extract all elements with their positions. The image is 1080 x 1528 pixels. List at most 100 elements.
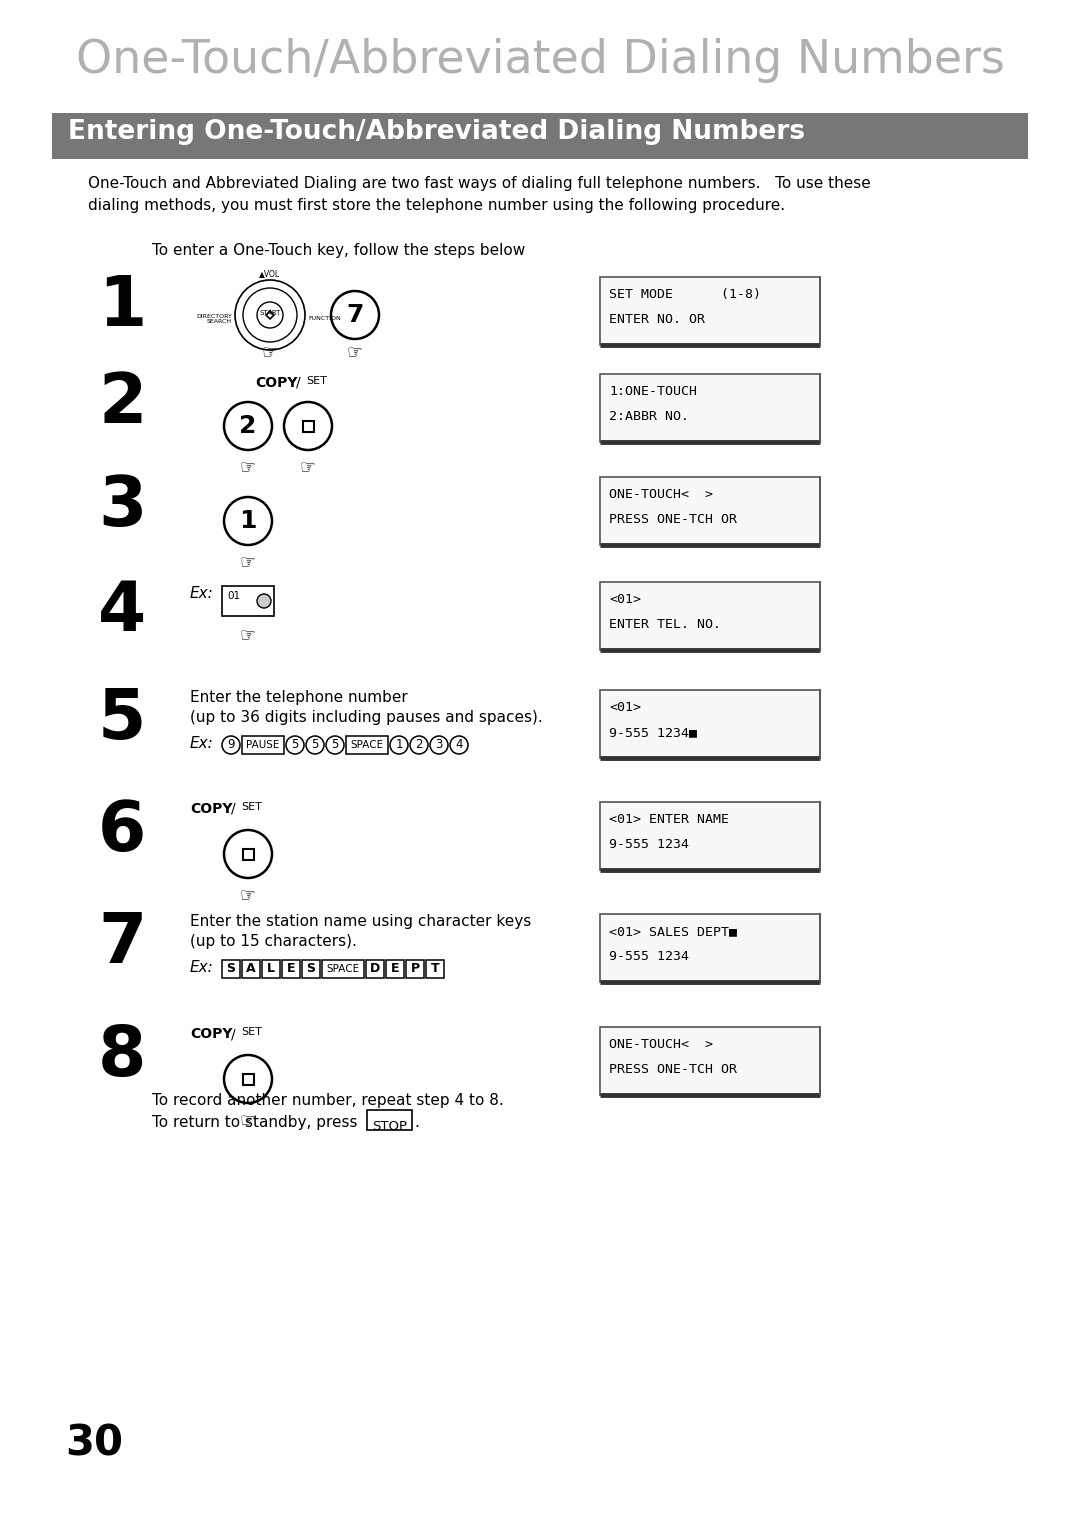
- Bar: [600, 914, 820, 983]
- Text: SPACE: SPACE: [350, 740, 383, 750]
- Text: <01> ENTER NAME: <01> ENTER NAME: [609, 813, 729, 827]
- Bar: [406, 960, 424, 978]
- Text: START: START: [259, 310, 281, 316]
- Text: /: /: [231, 802, 235, 816]
- Text: One-Touch/Abbreviated Dialing Numbers: One-Touch/Abbreviated Dialing Numbers: [76, 38, 1004, 83]
- Text: 5: 5: [98, 686, 147, 753]
- Text: ONE-TOUCH<  >: ONE-TOUCH< >: [609, 487, 713, 501]
- Text: 9-555 1234: 9-555 1234: [609, 837, 689, 851]
- Text: PRESS ONE-TCH OR: PRESS ONE-TCH OR: [609, 1063, 737, 1076]
- Text: 5: 5: [311, 738, 319, 752]
- Bar: [366, 960, 384, 978]
- Text: PRESS ONE-TCH OR: PRESS ONE-TCH OR: [609, 513, 737, 526]
- Text: 5: 5: [292, 738, 299, 752]
- Bar: [600, 802, 820, 869]
- Text: dialing methods, you must first store the telephone number using the following p: dialing methods, you must first store th…: [87, 199, 785, 212]
- Text: 2:ABBR NO.: 2:ABBR NO.: [609, 410, 689, 423]
- Text: (up to 36 digits including pauses and spaces).: (up to 36 digits including pauses and sp…: [190, 711, 543, 724]
- Bar: [222, 960, 240, 978]
- Text: (up to 15 characters).: (up to 15 characters).: [190, 934, 356, 949]
- Text: SET: SET: [241, 802, 261, 811]
- Text: 1:ONE-TOUCH: 1:ONE-TOUCH: [609, 385, 697, 397]
- Text: D: D: [369, 963, 380, 975]
- Text: 9: 9: [227, 738, 234, 752]
- Text: Ex:: Ex:: [190, 587, 214, 601]
- Text: /: /: [296, 376, 300, 390]
- Text: To record another number, repeat step 4 to 8.: To record another number, repeat step 4 …: [152, 1093, 503, 1108]
- Text: One-Touch and Abbreviated Dialing are two fast ways of dialing full telephone nu: One-Touch and Abbreviated Dialing are tw…: [87, 176, 870, 191]
- Text: ONE-TOUCH<  >: ONE-TOUCH< >: [609, 1038, 713, 1051]
- Bar: [262, 960, 280, 978]
- Text: 3: 3: [98, 474, 147, 539]
- Text: E: E: [391, 963, 400, 975]
- Text: ENTER TEL. NO.: ENTER TEL. NO.: [609, 617, 721, 631]
- Text: 9-555 1234■: 9-555 1234■: [609, 726, 697, 740]
- Text: SET MODE      (1-8): SET MODE (1-8): [609, 287, 761, 301]
- Text: ▲VOL: ▲VOL: [259, 269, 281, 278]
- Text: <01>: <01>: [609, 701, 642, 714]
- Text: SET: SET: [306, 376, 327, 387]
- Text: To return to standby, press: To return to standby, press: [152, 1115, 363, 1131]
- Text: ☞: ☞: [300, 458, 316, 477]
- Bar: [322, 960, 364, 978]
- Text: PAUSE: PAUSE: [246, 740, 280, 750]
- Text: .: .: [414, 1115, 419, 1131]
- Text: STOP: STOP: [372, 1120, 407, 1132]
- Text: COPY: COPY: [255, 376, 297, 390]
- Bar: [600, 582, 820, 649]
- Bar: [600, 477, 820, 545]
- Text: 4: 4: [98, 578, 146, 645]
- Text: Entering One-Touch/Abbreviated Dialing Numbers: Entering One-Touch/Abbreviated Dialing N…: [68, 119, 805, 145]
- Text: DIRECTORY
SEARCH: DIRECTORY SEARCH: [197, 313, 232, 324]
- Text: 2: 2: [240, 414, 257, 439]
- Bar: [386, 960, 404, 978]
- Text: 2: 2: [98, 370, 147, 437]
- Text: P: P: [410, 963, 419, 975]
- Text: Enter the telephone number: Enter the telephone number: [190, 691, 408, 704]
- Text: <01> SALES DEPT■: <01> SALES DEPT■: [609, 924, 737, 938]
- Bar: [367, 1109, 411, 1131]
- Bar: [600, 277, 820, 345]
- Text: ☞: ☞: [240, 553, 256, 571]
- Text: 1: 1: [98, 274, 146, 341]
- Text: 30: 30: [65, 1423, 123, 1465]
- Text: T: T: [431, 963, 440, 975]
- Circle shape: [257, 594, 271, 608]
- Text: ☞: ☞: [262, 342, 278, 361]
- Bar: [302, 960, 320, 978]
- Text: Ex:: Ex:: [190, 960, 214, 975]
- Bar: [52, 113, 1028, 159]
- Bar: [242, 736, 284, 753]
- Text: FUNCTION: FUNCTION: [308, 316, 341, 321]
- Bar: [600, 1027, 820, 1096]
- Bar: [302, 420, 313, 431]
- Text: COPY: COPY: [190, 802, 232, 816]
- Text: ENTER NO. OR: ENTER NO. OR: [609, 313, 705, 325]
- Text: 5: 5: [332, 738, 339, 752]
- Text: 6: 6: [98, 798, 147, 865]
- Bar: [600, 374, 820, 442]
- Text: ☞: ☞: [240, 458, 256, 477]
- Text: Ex:: Ex:: [190, 736, 214, 750]
- Text: ☞: ☞: [240, 626, 256, 643]
- Bar: [600, 691, 820, 758]
- Bar: [222, 587, 274, 616]
- Text: 3: 3: [435, 738, 443, 752]
- Text: 4: 4: [456, 738, 462, 752]
- Text: To enter a One-Touch key, follow the steps below: To enter a One-Touch key, follow the ste…: [152, 243, 525, 258]
- Text: ☞: ☞: [347, 342, 363, 361]
- Text: COPY: COPY: [190, 1027, 232, 1041]
- Text: ☞: ☞: [240, 886, 256, 905]
- Text: 1: 1: [240, 509, 257, 533]
- Text: /: /: [231, 1027, 235, 1041]
- Text: 9-555 1234: 9-555 1234: [609, 950, 689, 963]
- Text: S: S: [227, 963, 235, 975]
- Text: SET: SET: [241, 1027, 261, 1038]
- Bar: [243, 1074, 254, 1085]
- Text: 2: 2: [415, 738, 422, 752]
- Text: 7: 7: [98, 911, 146, 976]
- Text: L: L: [267, 963, 275, 975]
- Bar: [426, 960, 444, 978]
- Text: <01>: <01>: [609, 593, 642, 607]
- Text: E: E: [287, 963, 295, 975]
